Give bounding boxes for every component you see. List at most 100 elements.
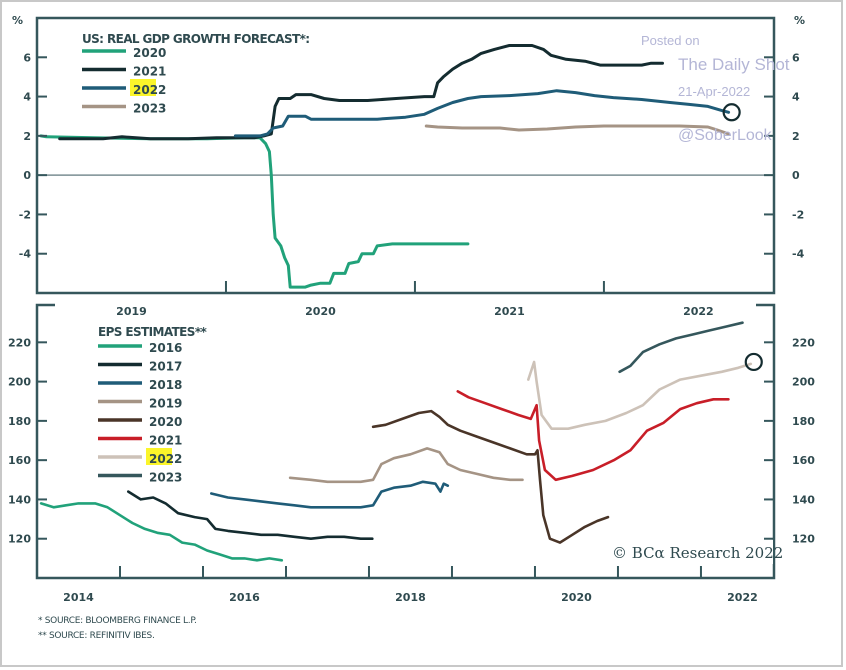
y-tick-label-right: 6: [792, 51, 800, 64]
y-tick-label-right: 4: [792, 91, 800, 104]
legend-label: 2019: [149, 397, 182, 411]
eps-legend-item-2023: 2023: [98, 471, 182, 485]
eps-estimates-panel: 2019 2020 2021 2022 120 120 140 140 160 160 180 18…: [8, 303, 815, 604]
footnote-bloomberg: * SOURCE: BLOOMBERG FINANCE L.P.: [38, 616, 197, 626]
eps-legend-item-2022: 2022: [98, 448, 182, 466]
bottom-plot-frame: [35, 303, 776, 580]
y-tick-label-left: 120: [8, 533, 31, 546]
legend-label: 2018: [149, 378, 182, 392]
gdp-x-axis-labels: 2019 2020 2021 2022: [116, 305, 714, 318]
eps-series-2022: [527, 360, 753, 430]
eps-x-label-2018: 2018: [395, 591, 426, 604]
y-tick-label-left: 0: [23, 169, 31, 182]
gdp-series-2021: [58, 44, 664, 141]
eps-legend-item-2016: 2016: [98, 341, 182, 355]
bca-research-credit: © BCα Research 2022: [612, 544, 783, 562]
legend-highlight: [130, 79, 156, 96]
y-tick-label-left: 220: [8, 336, 31, 349]
gdp-series-2020: [39, 134, 470, 289]
y-tick-label-right: 180: [792, 415, 815, 428]
y-tick-label-right: -4: [792, 248, 805, 261]
gdp-series-group: [39, 44, 731, 289]
gdp-legend: 2020 2021 2022 2023: [82, 46, 166, 116]
legend-label: 2017: [149, 360, 182, 374]
gdp-x-label-2019: 2019: [116, 305, 147, 318]
y-tick-label-right: 220: [792, 336, 815, 349]
y-tick-label-left: 140: [8, 493, 31, 506]
y-tick-label-right: 120: [792, 533, 815, 546]
watermark-date: 21-Apr-2022: [678, 84, 750, 99]
gdp-legend-item-2020: 2020: [82, 46, 166, 60]
top-plot-frame: [35, 16, 776, 295]
eps-x-label-2014: 2014: [63, 591, 94, 604]
y-tick-label-left: 6: [23, 51, 31, 64]
legend-label: 2020: [133, 46, 166, 60]
bottom-x-ticks: 2014 2016 2018 2020 2022: [63, 566, 758, 604]
gdp-series-2023: [424, 124, 731, 136]
y-tick-label-right: 200: [792, 376, 815, 389]
gdp-series-2022: [233, 89, 731, 138]
eps-2022-highlight-circle: [744, 352, 763, 372]
legend-label: 2020: [149, 415, 182, 429]
y-tick-label-left: 160: [8, 454, 31, 467]
top-y-ticks: -4 -4 -2 -2 0 0 2 2 4 4 6 6: [19, 51, 805, 260]
top-left-unit-label: %: [12, 14, 23, 27]
y-tick-label-right: 0: [792, 169, 800, 182]
legend-label: 2021: [133, 65, 166, 79]
footnote-refinitiv: ** SOURCE: REFINITIV IBES.: [38, 631, 155, 641]
eps-series-2018: [210, 480, 450, 509]
watermark-publication: The Daily Shot: [678, 55, 790, 74]
eps-legend-item-2019: 2019: [98, 397, 182, 411]
bottom-y-ticks: 120 120 140 140 160 160 180 180 200 200 220 220: [8, 336, 815, 545]
legend-label: 2022: [149, 452, 182, 466]
eps-series-group: [39, 321, 753, 562]
legend-label: 2023: [133, 102, 166, 116]
gdp-x-label-2022: 2022: [683, 305, 714, 318]
eps-chart-title: EPS ESTIMATES**: [98, 325, 208, 339]
eps-legend-item-2017: 2017: [98, 360, 182, 374]
credit-background: [608, 540, 773, 564]
eps-legend-item-2021: 2021: [98, 434, 182, 448]
eps-legend-item-2020: 2020: [98, 415, 182, 429]
gdp-chart-title: US: REAL GDP GROWTH FORECAST*:: [82, 32, 309, 46]
legend-label: 2023: [149, 471, 182, 485]
y-tick-label-left: -2: [19, 208, 31, 221]
gdp-x-label-2020: 2020: [305, 305, 336, 318]
eps-series-2023: [618, 321, 744, 374]
y-tick-label-right: 140: [792, 493, 815, 506]
gdp-legend-item-2022: 2022: [82, 79, 166, 97]
eps-x-label-2020: 2020: [561, 591, 592, 604]
eps-legend: 2016 2017 2018 2019 2020 2021 2022 2023: [98, 341, 182, 485]
y-tick-label-left: 180: [8, 415, 31, 428]
eps-legend-item-2018: 2018: [98, 378, 182, 392]
y-tick-label-right: -2: [792, 208, 804, 221]
eps-series-2019: [288, 447, 524, 484]
eps-x-label-2016: 2016: [229, 591, 260, 604]
gdp-legend-item-2021: 2021: [82, 65, 166, 79]
gdp-x-label-2021: 2021: [494, 305, 525, 318]
y-tick-label-left: -4: [19, 248, 32, 261]
legend-label: 2021: [149, 434, 182, 448]
eps-series-2020: [371, 409, 610, 544]
watermark-handle: @SoberLook: [678, 127, 773, 144]
y-tick-label-left: 4: [23, 91, 31, 104]
gdp-legend-item-2023: 2023: [82, 102, 166, 116]
eps-series-2016: [39, 502, 284, 562]
top-right-unit-label: %: [794, 14, 805, 27]
legend-label: 2022: [133, 83, 166, 97]
y-tick-label-left: 2: [23, 130, 31, 143]
y-tick-label-left: 200: [8, 376, 31, 389]
gdp-2022-highlight-circle: [722, 103, 741, 122]
legend-label: 2016: [149, 341, 182, 355]
watermark-posted-on: Posted on: [641, 33, 700, 48]
gdp-forecast-panel: % % -4 -4 -2 -2 0 0 2 2 4 4 6 6 US: REAL GDP GROWTH…: [12, 14, 805, 295]
top-x-ticks: [224, 281, 605, 293]
legend-highlight: [146, 448, 172, 465]
y-tick-label-right: 160: [792, 454, 815, 467]
eps-x-label-2022: 2022: [727, 591, 758, 604]
y-tick-label-right: 2: [792, 130, 800, 143]
eps-series-2021: [456, 390, 730, 482]
eps-series-2017: [127, 490, 374, 540]
